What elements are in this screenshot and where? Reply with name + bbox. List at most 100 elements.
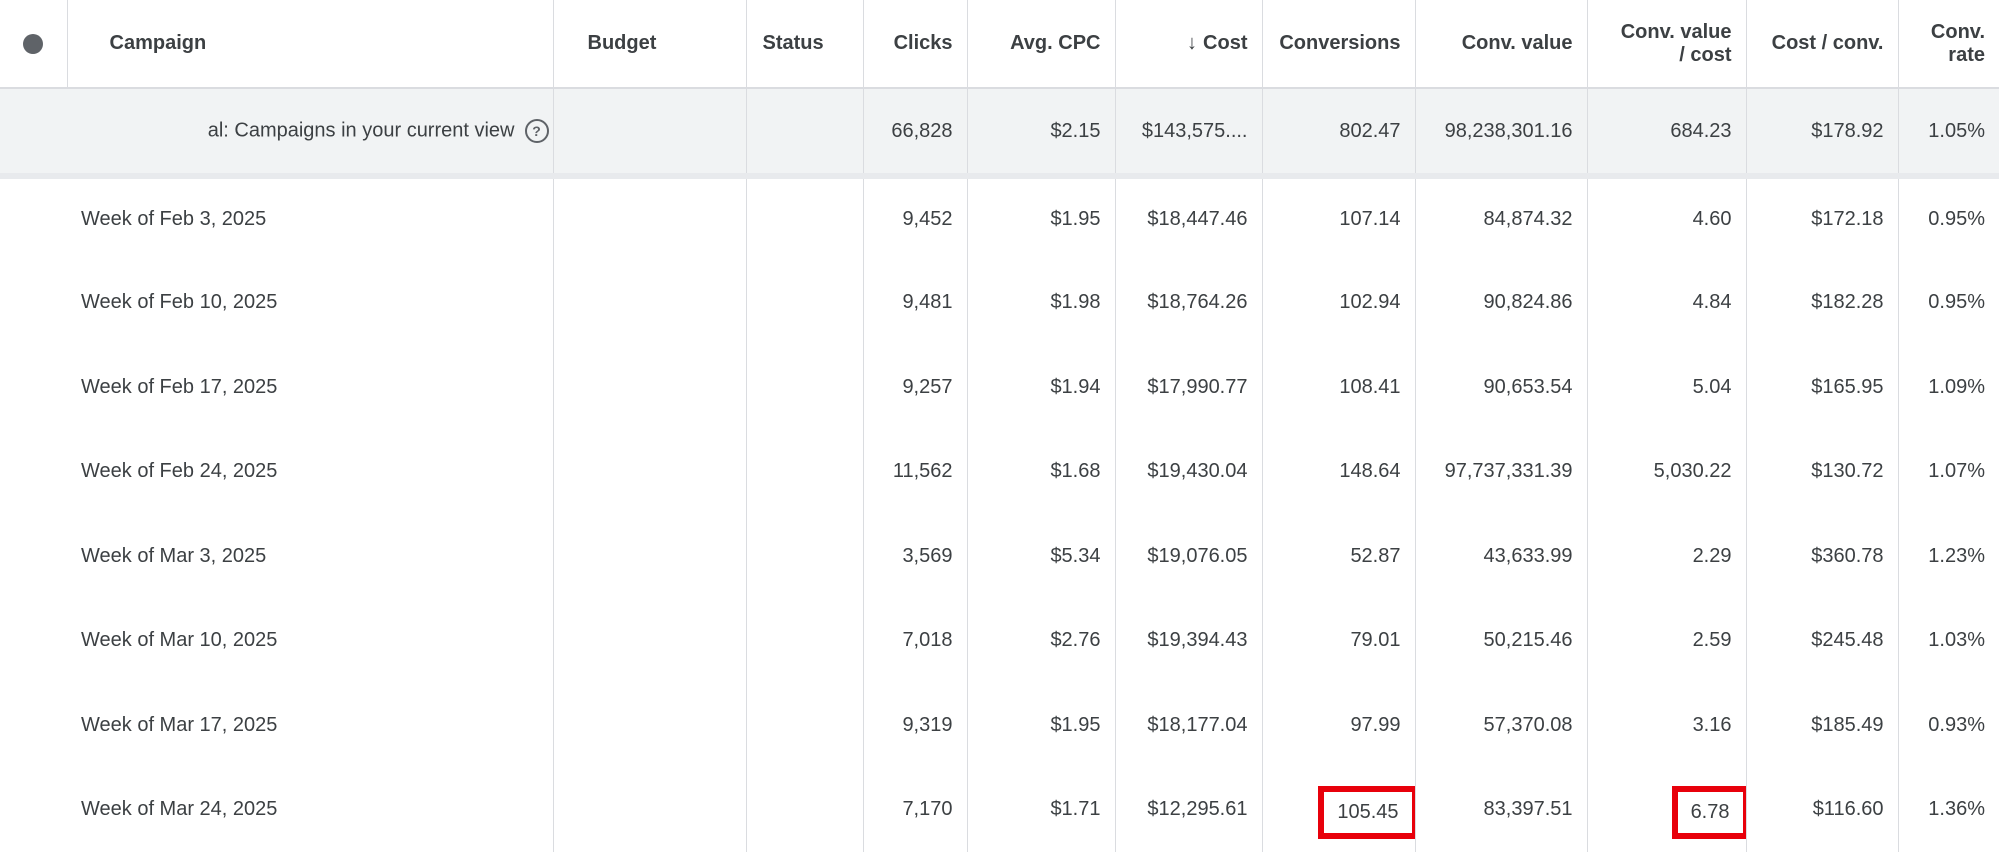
table-row[interactable]: Week of Feb 10, 2025 9,481 $1.98 $18,764… <box>0 260 1999 345</box>
campaign-name[interactable]: Week of Feb 17, 2025 <box>67 345 554 430</box>
cost-cell: $18,764.26 <box>1115 260 1263 345</box>
campaign-name[interactable]: Week of Mar 3, 2025 <box>67 514 554 599</box>
total-row: al: Campaigns in your current view? 66,8… <box>0 88 1999 179</box>
conv-rate-cell: 0.95% <box>1928 208 1985 231</box>
campaign-name[interactable]: Week of Mar 24, 2025 <box>67 767 554 852</box>
conv-rate-cell: 0.95% <box>1928 291 1985 314</box>
clicks-cell: 7,018 <box>863 598 968 683</box>
conversions-cell: 148.64 <box>1262 429 1416 514</box>
help-circle-icon[interactable]: ? <box>524 119 549 143</box>
conv-rate-cell: 1.23% <box>1928 544 1985 567</box>
campaign-name[interactable]: Week of Feb 10, 2025 <box>67 260 554 345</box>
table-row[interactable]: Week of Feb 17, 2025 9,257 $1.94 $17,990… <box>0 345 1999 430</box>
clicks-cell: 7,170 <box>863 767 968 852</box>
conv-value-cost-cell: 5,030.22 <box>1587 429 1747 514</box>
table-row[interactable]: Week of Mar 10, 2025 7,018 $2.76 $19,394… <box>0 598 1999 683</box>
cost-cell: $18,177.04 <box>1115 683 1263 768</box>
conversions-cell: 79.01 <box>1262 598 1416 683</box>
avg-cpc-cell: $5.34 <box>967 514 1116 599</box>
clicks-cell: 9,257 <box>863 345 968 430</box>
conv-value-cost-cell: 3.16 <box>1587 683 1747 768</box>
cost-per-conv-cell: $172.18 <box>1746 176 1899 261</box>
cost-per-conv-cell: $360.78 <box>1746 514 1899 599</box>
cost-cell: $19,076.05 <box>1115 514 1263 599</box>
avg-cpc-column-header[interactable]: Avg. CPC <box>967 0 1116 89</box>
conv-value-cell: 43,633.99 <box>1415 514 1588 599</box>
cost-per-conv-cell: $182.28 <box>1746 260 1899 345</box>
total-clicks: 66,828 <box>863 88 968 179</box>
avg-cpc-cell: $1.94 <box>967 345 1116 430</box>
campaign-name[interactable]: Week of Mar 17, 2025 <box>67 683 554 768</box>
conv-value-column-header[interactable]: Conv. value <box>1415 0 1588 89</box>
cost-cell: $19,394.43 <box>1115 598 1263 683</box>
conversions-cell: 97.99 <box>1262 683 1416 768</box>
clicks-cell: 9,481 <box>863 260 968 345</box>
conversions-column-header[interactable]: Conversions <box>1262 0 1416 89</box>
budget-column-header[interactable]: Budget <box>553 0 747 89</box>
campaign-name[interactable]: Week of Feb 24, 2025 <box>67 429 554 514</box>
conv-rate-cell: 0.93% <box>1928 713 1985 736</box>
cost-cell: $12,295.61 <box>1115 767 1263 852</box>
conversions-cell: 52.87 <box>1262 514 1416 599</box>
conv-value-cell: 83,397.51 <box>1415 767 1588 852</box>
cost-per-conv-cell: $130.72 <box>1746 429 1899 514</box>
conversions-cell: 102.94 <box>1262 260 1416 345</box>
cost-cell: $19,430.04 <box>1115 429 1263 514</box>
conversions-cell: 105.45 <box>1262 767 1416 852</box>
total-conversions: 802.47 <box>1262 88 1416 179</box>
conv-value-cell: 90,824.86 <box>1415 260 1588 345</box>
avg-cpc-cell: $1.68 <box>967 429 1116 514</box>
total-conv-value-cost: 684.23 <box>1587 88 1747 179</box>
total-budget-cell <box>553 88 747 179</box>
header-row: Campaign Budget Status Clicks Avg. CPC ↓… <box>0 0 1999 89</box>
conv-value-cell: 57,370.08 <box>1415 683 1588 768</box>
conv-rate-column-header[interactable]: Conv. rate <box>1898 0 1999 89</box>
conv-value-cost-cell: 4.60 <box>1587 176 1747 261</box>
conv-value-cell: 90,653.54 <box>1415 345 1588 430</box>
total-status-cell <box>746 88 864 179</box>
conv-value-cost-cell: 2.59 <box>1587 598 1747 683</box>
conv-value-cell: 50,215.46 <box>1415 598 1588 683</box>
avg-cpc-cell: $1.71 <box>967 767 1116 852</box>
cost-cell: $17,990.77 <box>1115 345 1263 430</box>
cost-per-conv-cell: $165.95 <box>1746 345 1899 430</box>
table-row[interactable]: Week of Feb 24, 2025 11,562 $1.68 $19,43… <box>0 429 1999 514</box>
cost-column-header[interactable]: ↓ Cost <box>1115 0 1263 89</box>
conv-rate-cell: 1.03% <box>1928 629 1985 652</box>
clicks-cell: 3,569 <box>863 514 968 599</box>
total-conv-value: 98,238,301.16 <box>1415 88 1588 179</box>
campaign-column-header[interactable]: Campaign <box>67 0 554 89</box>
avg-cpc-cell: $1.95 <box>967 176 1116 261</box>
table-row[interactable]: Week of Mar 24, 2025 7,170 $1.71 $12,295… <box>0 767 1999 852</box>
conv-value-cost-cell: 5.04 <box>1587 345 1747 430</box>
cost-per-conv-cell: $185.49 <box>1746 683 1899 768</box>
clicks-cell: 9,452 <box>863 176 968 261</box>
sort-down-arrow-icon: ↓ <box>1187 32 1198 54</box>
conv-value-cost-cell: 6.78 <box>1587 767 1747 852</box>
conversions-cell: 107.14 <box>1262 176 1416 261</box>
table-row[interactable]: Week of Mar 17, 2025 9,319 $1.95 $18,177… <box>0 683 1999 768</box>
cost-per-conv-cell: $245.48 <box>1746 598 1899 683</box>
clicks-cell: 11,562 <box>863 429 968 514</box>
table-row[interactable]: Week of Feb 3, 2025 9,452 $1.95 $18,447.… <box>0 176 1999 261</box>
campaign-name[interactable]: Week of Feb 3, 2025 <box>67 176 554 261</box>
campaign-name[interactable]: Week of Mar 10, 2025 <box>67 598 554 683</box>
status-column-header[interactable] <box>0 0 68 89</box>
avg-cpc-cell: $1.95 <box>967 683 1116 768</box>
status-column-header-label[interactable]: Status <box>746 0 864 89</box>
conv-rate-cell: 1.07% <box>1928 460 1985 483</box>
table-row[interactable]: Week of Mar 3, 2025 3,569 $5.34 $19,076.… <box>0 514 1999 599</box>
total-conv-rate: 1.05% <box>1898 88 1999 179</box>
total-cost: $143,575.... <box>1115 88 1263 179</box>
total-avg-cpc: $2.15 <box>967 88 1116 179</box>
cost-per-conv-column-header[interactable]: Cost / conv. <box>1746 0 1899 89</box>
clicks-column-header[interactable]: Clicks <box>863 0 968 89</box>
total-cost-per-conv: $178.92 <box>1746 88 1899 179</box>
highlight-box: 6.78 <box>1671 786 1745 840</box>
conv-rate-cell: 1.36% <box>1928 798 1985 821</box>
conv-value-cost-column-header[interactable]: Conv. value / cost <box>1587 0 1747 89</box>
total-label-cell: al: Campaigns in your current view? <box>0 88 554 179</box>
conv-value-cell: 97,737,331.39 <box>1415 429 1588 514</box>
avg-cpc-cell: $1.98 <box>967 260 1116 345</box>
